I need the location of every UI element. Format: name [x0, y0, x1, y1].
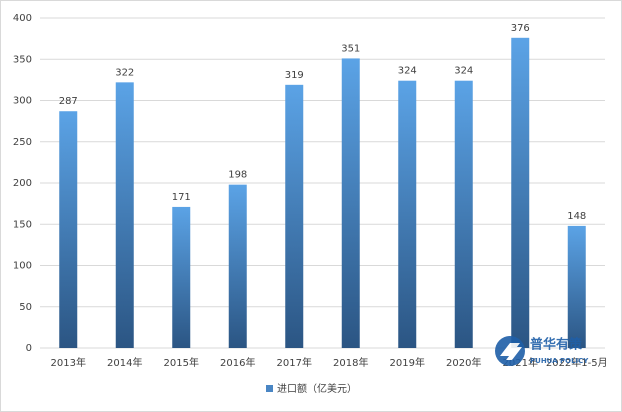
- data-label: 324: [398, 66, 417, 77]
- x-tick-label: 2019年: [390, 356, 425, 369]
- x-tick-label: 2013年: [51, 356, 86, 369]
- y-tick-label: 250: [13, 137, 32, 148]
- x-tick-label: 2017年: [277, 356, 312, 369]
- data-label: 319: [285, 70, 304, 81]
- legend-swatch: [266, 385, 273, 392]
- bar: [228, 184, 247, 348]
- y-tick-label: 100: [13, 261, 32, 272]
- bar: [454, 80, 473, 348]
- data-label: 376: [511, 23, 530, 34]
- y-tick-label: 350: [13, 54, 32, 65]
- x-tick-label: 2020年: [446, 356, 481, 369]
- watermark-sub: PUHUA POLICY: [530, 357, 589, 365]
- bar: [511, 37, 530, 349]
- bar: [172, 206, 191, 348]
- y-tick-label: 50: [19, 302, 32, 313]
- y-tick-label: 300: [13, 96, 32, 107]
- x-tick-label: 2016年: [220, 356, 255, 369]
- y-tick-label: 0: [26, 343, 32, 354]
- x-tick-label: 2022年1-5月: [546, 356, 608, 369]
- bar: [341, 58, 360, 349]
- data-label: 198: [228, 170, 247, 181]
- x-tick-label: 2014年: [107, 356, 142, 369]
- watermark: 普华有策 PUHUA POLICY: [495, 336, 589, 366]
- y-tick-label: 150: [13, 219, 32, 230]
- data-label: 324: [454, 66, 473, 77]
- watermark-name: 普华有策: [530, 337, 583, 353]
- data-label: 322: [115, 67, 134, 78]
- data-label: 287: [59, 96, 78, 107]
- y-tick-label: 400: [13, 13, 32, 24]
- x-tick-label: 2018年: [333, 356, 368, 369]
- bar: [567, 225, 586, 348]
- y-tick-label: 200: [13, 178, 32, 189]
- bar: [59, 111, 78, 348]
- bar: [115, 82, 134, 348]
- bar: [398, 80, 417, 348]
- x-tick-label: 2015年: [164, 356, 199, 369]
- data-label: 351: [341, 43, 360, 54]
- data-label: 148: [567, 211, 586, 222]
- legend-label: 进口额（亿美元）: [277, 382, 357, 395]
- bar: [285, 84, 304, 348]
- watermark-logo-mark: [500, 343, 522, 360]
- data-label: 171: [172, 192, 191, 203]
